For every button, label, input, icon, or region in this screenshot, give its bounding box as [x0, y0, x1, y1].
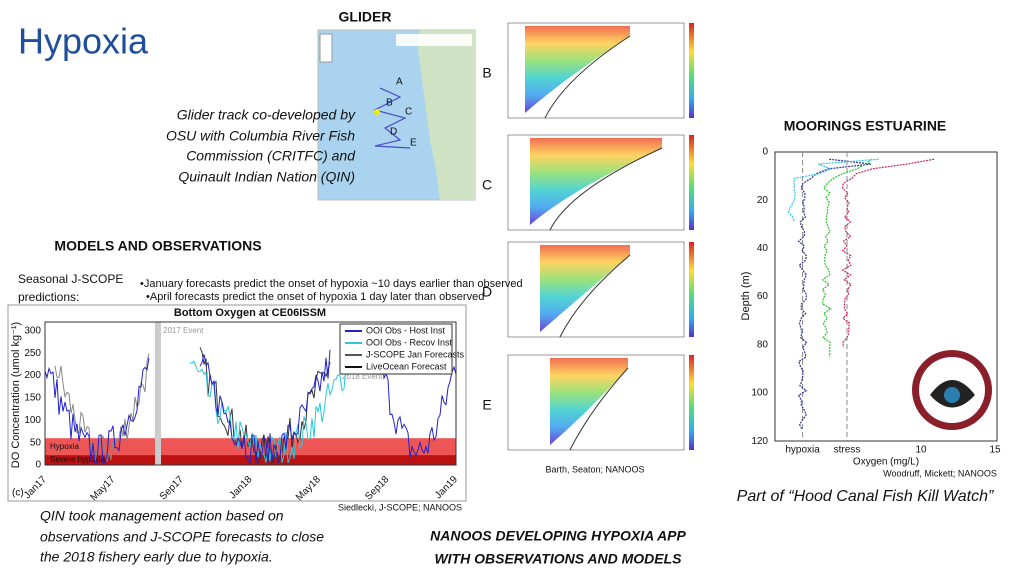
x-tick-label: hypoxia [785, 445, 820, 456]
seafloor [549, 147, 663, 231]
event-label: 2018 Event [342, 372, 383, 381]
map-label: B [386, 98, 393, 109]
description: Quinault Indian Nation (QIN) [178, 169, 355, 185]
series-line [44, 357, 150, 464]
y-tick-label: 50 [30, 437, 42, 448]
panel-letter: E [482, 397, 491, 413]
description: Glider track co-developed by [177, 107, 356, 123]
event-label: 2017 Event [163, 326, 204, 335]
profile [841, 158, 935, 348]
seafloor [569, 367, 629, 451]
colorbar [689, 135, 694, 230]
profile [797, 158, 872, 430]
y-tick-label: 200 [24, 370, 41, 381]
y-tick-label: 250 [24, 348, 41, 359]
series-line [379, 356, 457, 458]
x-axis-label: Oxygen (mg/L) [853, 457, 919, 468]
colorbar [689, 355, 694, 450]
footer: NANOOS DEVELOPING HYPOXIA APP [430, 528, 686, 544]
y-tick-label: 300 [24, 326, 41, 337]
footer: WITH OBSERVATIONS AND MODELS [434, 551, 682, 567]
credit: Barth, Seaton; NANOOS [545, 464, 644, 474]
bullet: •April forecasts predict the onset of hy… [146, 291, 484, 303]
event-bar [155, 322, 161, 465]
legend-label: OOI Obs - Recov Inst [366, 337, 453, 347]
band-label: Severe hypoxia [50, 455, 106, 464]
y-tick-label: 120 [751, 436, 768, 447]
series-line [199, 349, 331, 465]
panel-label: (c) [12, 488, 24, 499]
credit: Woodruff, Mickett; NANOOS [883, 468, 997, 478]
note: the 2018 fishery early due to hypoxia. [40, 549, 273, 565]
heading: GLIDER [339, 9, 392, 25]
colorbar [689, 23, 694, 118]
y-tick-label: 80 [757, 339, 769, 350]
section [550, 358, 628, 445]
y-axis-label: Depth (m) [740, 272, 752, 321]
panel-letter: D [482, 284, 492, 300]
caption: Part of “Hood Canal Fish Kill Watch” [737, 488, 994, 505]
profile [787, 158, 879, 223]
section [530, 138, 662, 225]
chart-title: Bottom Oxygen at CE06ISSM [174, 307, 326, 319]
description: Commission (CRITFC) and [186, 148, 356, 164]
y-axis-label: DO Concentration (umol kg⁻¹) [10, 322, 22, 468]
panel-letter: B [482, 65, 491, 81]
seafloor [559, 254, 631, 338]
y-tick-label: 40 [757, 243, 769, 254]
credit: Siedlecki, J-SCOPE; NANOOS [338, 502, 462, 512]
x-tick-label: 15 [989, 445, 1001, 456]
series-line [199, 347, 331, 465]
map-label: C [405, 107, 412, 118]
x-tick-label: 10 [915, 445, 927, 456]
panel-letter: C [482, 177, 492, 193]
y-tick-label: 150 [24, 393, 41, 404]
colorbar [689, 242, 694, 337]
note: QIN took management action based on [40, 508, 284, 524]
heading: MOORINGS ESTUARINE [784, 118, 947, 134]
series-line [189, 359, 351, 463]
intro: predictions: [18, 290, 79, 304]
title: Hypoxia [18, 21, 149, 62]
x-tick-label: stress [834, 445, 861, 456]
band-label: Hypoxia [50, 442, 79, 451]
plot-frame [774, 151, 998, 442]
map-label: D [390, 127, 397, 138]
y-tick-label: 0 [35, 460, 41, 471]
heading: MODELS AND OBSERVATIONS [54, 238, 261, 254]
y-tick-label: 20 [757, 195, 769, 206]
y-tick-label: 100 [24, 415, 41, 426]
legend-label: OOI Obs - Host Inst [366, 325, 446, 335]
bullet: •January forecasts predict the onset of … [140, 278, 523, 290]
note: observations and J-SCOPE forecasts to cl… [40, 529, 324, 545]
legend-label: LiveOcean Forecast [366, 361, 447, 371]
section [525, 26, 630, 113]
map-label: E [410, 138, 417, 149]
description: OSU with Columbia River Fish [166, 128, 355, 144]
seafloor [544, 35, 631, 119]
map [317, 29, 476, 201]
legend-box [339, 323, 453, 375]
plot-frame [44, 321, 457, 466]
map-label: A [396, 77, 403, 88]
legend-label: J-SCOPE Jan Forecasts [366, 349, 465, 359]
profile [821, 158, 873, 357]
intro: Seasonal J-SCOPE [18, 272, 123, 286]
series-line [54, 353, 150, 462]
nanoos-logo [912, 350, 992, 430]
y-tick-label: 60 [757, 291, 769, 302]
y-tick-label: 100 [751, 388, 768, 399]
section [540, 245, 630, 332]
y-tick-label: 0 [762, 147, 768, 158]
